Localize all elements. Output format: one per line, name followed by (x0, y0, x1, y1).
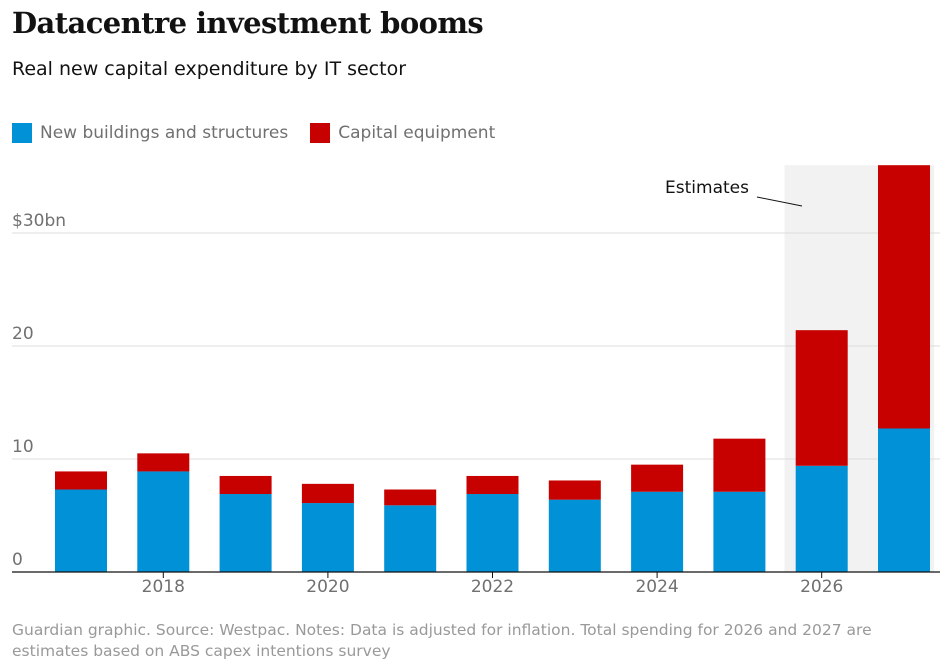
bar-equipment (795, 330, 848, 466)
x-tick-label: 2024 (635, 577, 678, 597)
y-tick-label: 0 (12, 550, 23, 570)
bar-buildings (795, 465, 848, 572)
x-tick-label: 2018 (142, 577, 185, 597)
legend-label-equipment: Capital equipment (338, 123, 496, 143)
legend-item-equipment: Capital equipment (310, 123, 495, 143)
y-tick-label: 20 (12, 324, 34, 344)
estimates-leader-line (756, 196, 803, 207)
bar-buildings (631, 491, 684, 572)
bar-buildings (713, 491, 766, 572)
bar-buildings (219, 494, 272, 572)
bar-equipment (137, 453, 190, 472)
x-tick-label: 2020 (306, 577, 349, 597)
bar-buildings (384, 505, 437, 572)
y-tick-label: 10 (12, 437, 34, 457)
bar-buildings (55, 489, 107, 572)
estimates-annotation: Estimates (665, 178, 749, 198)
x-tick-label: 2022 (471, 577, 514, 597)
bar-equipment (878, 165, 930, 429)
chart-title: Datacentre investment booms (12, 6, 484, 40)
x-tick-label: 2026 (800, 577, 843, 597)
legend-item-buildings: New buildings and structures (12, 123, 288, 143)
bar-equipment (466, 475, 519, 495)
bar-equipment (301, 483, 354, 504)
bar-equipment (219, 475, 272, 495)
bar-equipment (548, 480, 601, 500)
bar-equipment (384, 489, 437, 506)
y-tick-label: $30bn (12, 211, 66, 231)
bar-equipment (631, 464, 684, 492)
legend: New buildings and structures Capital equ… (12, 123, 517, 143)
bar-buildings (466, 494, 519, 572)
bar-buildings (137, 471, 190, 572)
legend-swatch-buildings (12, 123, 32, 143)
bar-buildings (301, 503, 354, 572)
bar-equipment (713, 438, 766, 492)
bar-chart: 0 10 20 $30bn 2018 2020 2022 2024 2026 Estimates (12, 165, 940, 597)
legend-label-buildings: New buildings and structures (40, 123, 289, 143)
bar-equipment (55, 471, 107, 490)
bar-buildings (548, 499, 601, 572)
footnote: Guardian graphic. Source: Westpac. Notes… (12, 621, 872, 660)
chart-subtitle: Real new capital expenditure by IT secto… (12, 58, 407, 80)
bar-buildings (878, 428, 930, 572)
legend-swatch-equipment (310, 123, 331, 143)
